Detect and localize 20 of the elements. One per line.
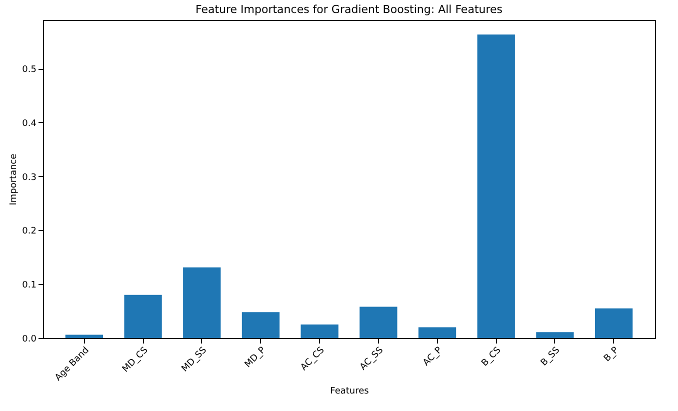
bar — [594, 308, 633, 338]
bar — [536, 332, 574, 338]
y-tick-label: 0.1 — [22, 280, 36, 291]
y-axis-title: Importance — [9, 153, 20, 206]
y-tick-label: 0.4 — [22, 118, 37, 129]
y-tick-label: 0.0 — [22, 334, 37, 344]
bar — [124, 294, 162, 338]
bar — [65, 334, 104, 338]
bar — [183, 267, 221, 338]
bar — [360, 306, 398, 338]
bar — [418, 327, 456, 338]
x-axis-title: Features — [330, 386, 370, 397]
y-tick-label: 0.3 — [22, 172, 36, 183]
bar — [242, 312, 280, 338]
x-tick-label: B_P — [602, 345, 622, 364]
bar — [477, 34, 515, 338]
y-tick-label: 0.2 — [22, 226, 36, 237]
bar — [300, 324, 338, 338]
chart-title: Feature Importances for Gradient Boosting: All Features — [195, 3, 503, 16]
y-tick-label: 0.5 — [22, 65, 36, 76]
